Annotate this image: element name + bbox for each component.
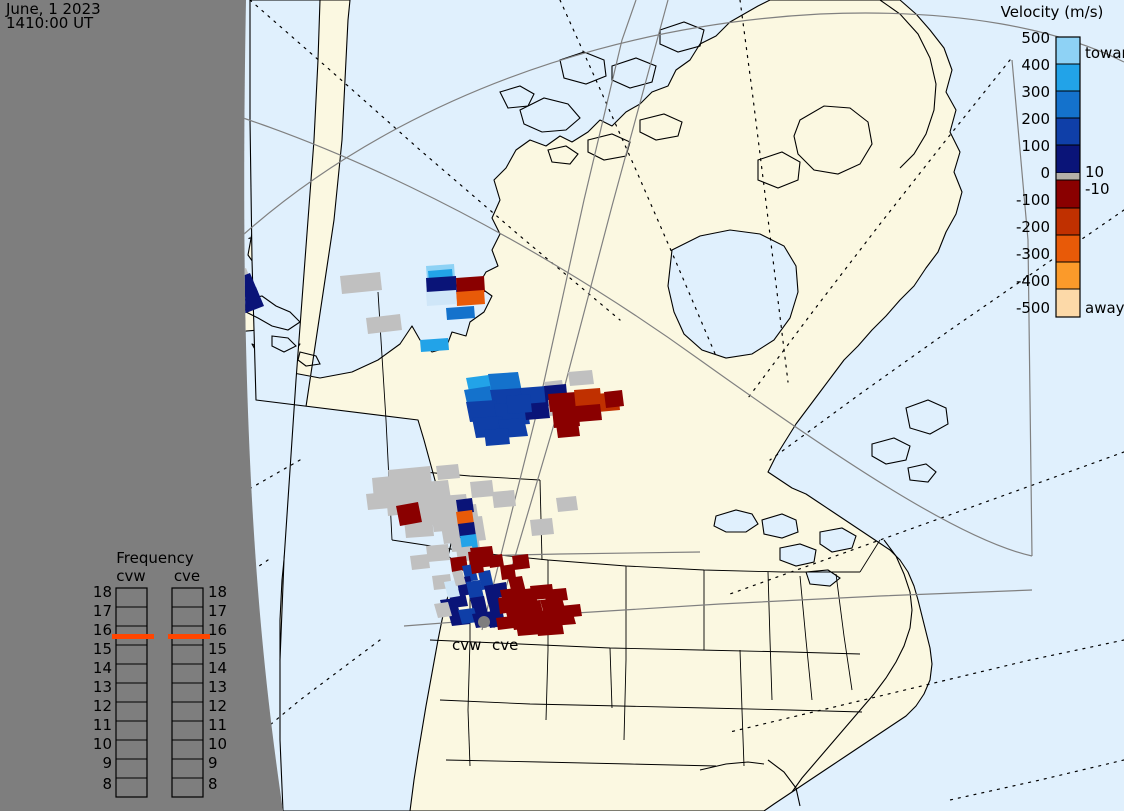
- frequency-tick: 13: [93, 678, 112, 696]
- colorbar-tick: 100: [1021, 137, 1050, 155]
- radar-station-dot: [478, 616, 490, 628]
- frequency-tick: 10: [93, 735, 112, 753]
- colorbar-tick: -200: [1016, 218, 1050, 236]
- colorbar-title: Velocity (m/s): [1001, 3, 1104, 21]
- frequency-ticks-right: 18 17 16 15 14 13 12 11 10 9 8: [208, 583, 227, 793]
- radar-cells-central-red: [548, 388, 624, 438]
- frequency-bar-label-cve: cve: [174, 567, 200, 585]
- colorbar-band: [1055, 234, 1081, 263]
- frequency-tick: 13: [208, 678, 227, 696]
- colorbar-zero-band: [1056, 173, 1080, 180]
- coastline-layer: [244, 0, 949, 807]
- colorbar-band: [1055, 117, 1081, 146]
- frequency-tick: 10: [208, 735, 227, 753]
- frequency-tick: 15: [93, 640, 112, 658]
- frequency-tick: 12: [93, 697, 112, 715]
- frequency-tick: 15: [208, 640, 227, 658]
- colorbar-bands: [1055, 36, 1081, 318]
- colorbar-band: [1055, 288, 1081, 318]
- velocity-colorbar: Velocity (m/s) 500 400 300 200 100 0 -10…: [1001, 3, 1124, 318]
- colorbar-away-label: away: [1085, 299, 1124, 317]
- colorbar-tick: 300: [1021, 83, 1050, 101]
- colorbar-frame: [1055, 36, 1081, 318]
- frequency-tick: 8: [208, 775, 218, 793]
- colorbar-tick: 0: [1040, 164, 1050, 182]
- frequency-bar-cvw: [112, 587, 154, 798]
- station-label-cvw: cvw: [452, 636, 481, 654]
- frequency-ticks-left: 18 17 16 15 14 13 12 11 10 9 8: [93, 583, 112, 793]
- colorbar-tick: 500: [1021, 29, 1050, 47]
- frequency-tick: 17: [93, 602, 112, 620]
- frequency-tick: 9: [102, 754, 112, 772]
- colorbar-band: [1055, 179, 1081, 209]
- frequency-tick: 12: [208, 697, 227, 715]
- colorbar-tick: -300: [1016, 245, 1050, 263]
- frequency-tick: 16: [93, 621, 112, 639]
- colorbar-tick: -400: [1016, 272, 1050, 290]
- colorbar-zero-upper-label: 10: [1085, 163, 1104, 181]
- frequency-bar-cve: [168, 587, 210, 798]
- radar-cells-alaska-west: [244, 268, 264, 319]
- frequency-tick: 17: [208, 602, 227, 620]
- frequency-tick: 11: [93, 716, 112, 734]
- colorbar-band: [1055, 90, 1081, 119]
- date-label: June, 1 2023: [5, 0, 101, 18]
- radar-cells-alaska-northeast: [420, 264, 485, 352]
- colorbar-zero-lower-label: -10: [1085, 180, 1110, 198]
- frequency-tick: 11: [208, 716, 227, 734]
- frequency-tick: 9: [208, 754, 218, 772]
- frequency-bar-label-cvw: cvw: [116, 567, 145, 585]
- frequency-panel: Frequency cvw cve: [93, 549, 227, 798]
- frequency-tick: 16: [208, 621, 227, 639]
- colorbar-band: [1055, 207, 1081, 236]
- frequency-marker-cve: [168, 634, 210, 639]
- colorbar-band: [1055, 261, 1081, 290]
- frequency-panel-title: Frequency: [116, 549, 194, 567]
- frequency-tick: 18: [93, 583, 112, 601]
- frequency-tick: 14: [93, 659, 112, 677]
- colorbar-band: [1055, 144, 1081, 174]
- colorbar-toward-label: toward: [1085, 44, 1124, 62]
- frequency-tick: 14: [208, 659, 227, 677]
- station-label-cve: cve: [492, 636, 518, 654]
- time-label: 1410:00 UT: [6, 14, 94, 32]
- colorbar-ticks: 500 400 300 200 100 0 -100 -200 -300 -40…: [1016, 29, 1050, 317]
- frequency-tick: 18: [208, 583, 227, 601]
- colorbar-tick: 200: [1021, 110, 1050, 128]
- colorbar-band: [1055, 36, 1081, 65]
- frequency-marker-cvw: [112, 634, 154, 639]
- colorbar-tick: -100: [1016, 191, 1050, 209]
- colorbar-tick: 400: [1021, 56, 1050, 74]
- colorbar-band: [1055, 63, 1081, 92]
- colorbar-tick: -500: [1016, 299, 1050, 317]
- radar-fan-cells: [434, 546, 582, 636]
- frequency-tick: 8: [102, 775, 112, 793]
